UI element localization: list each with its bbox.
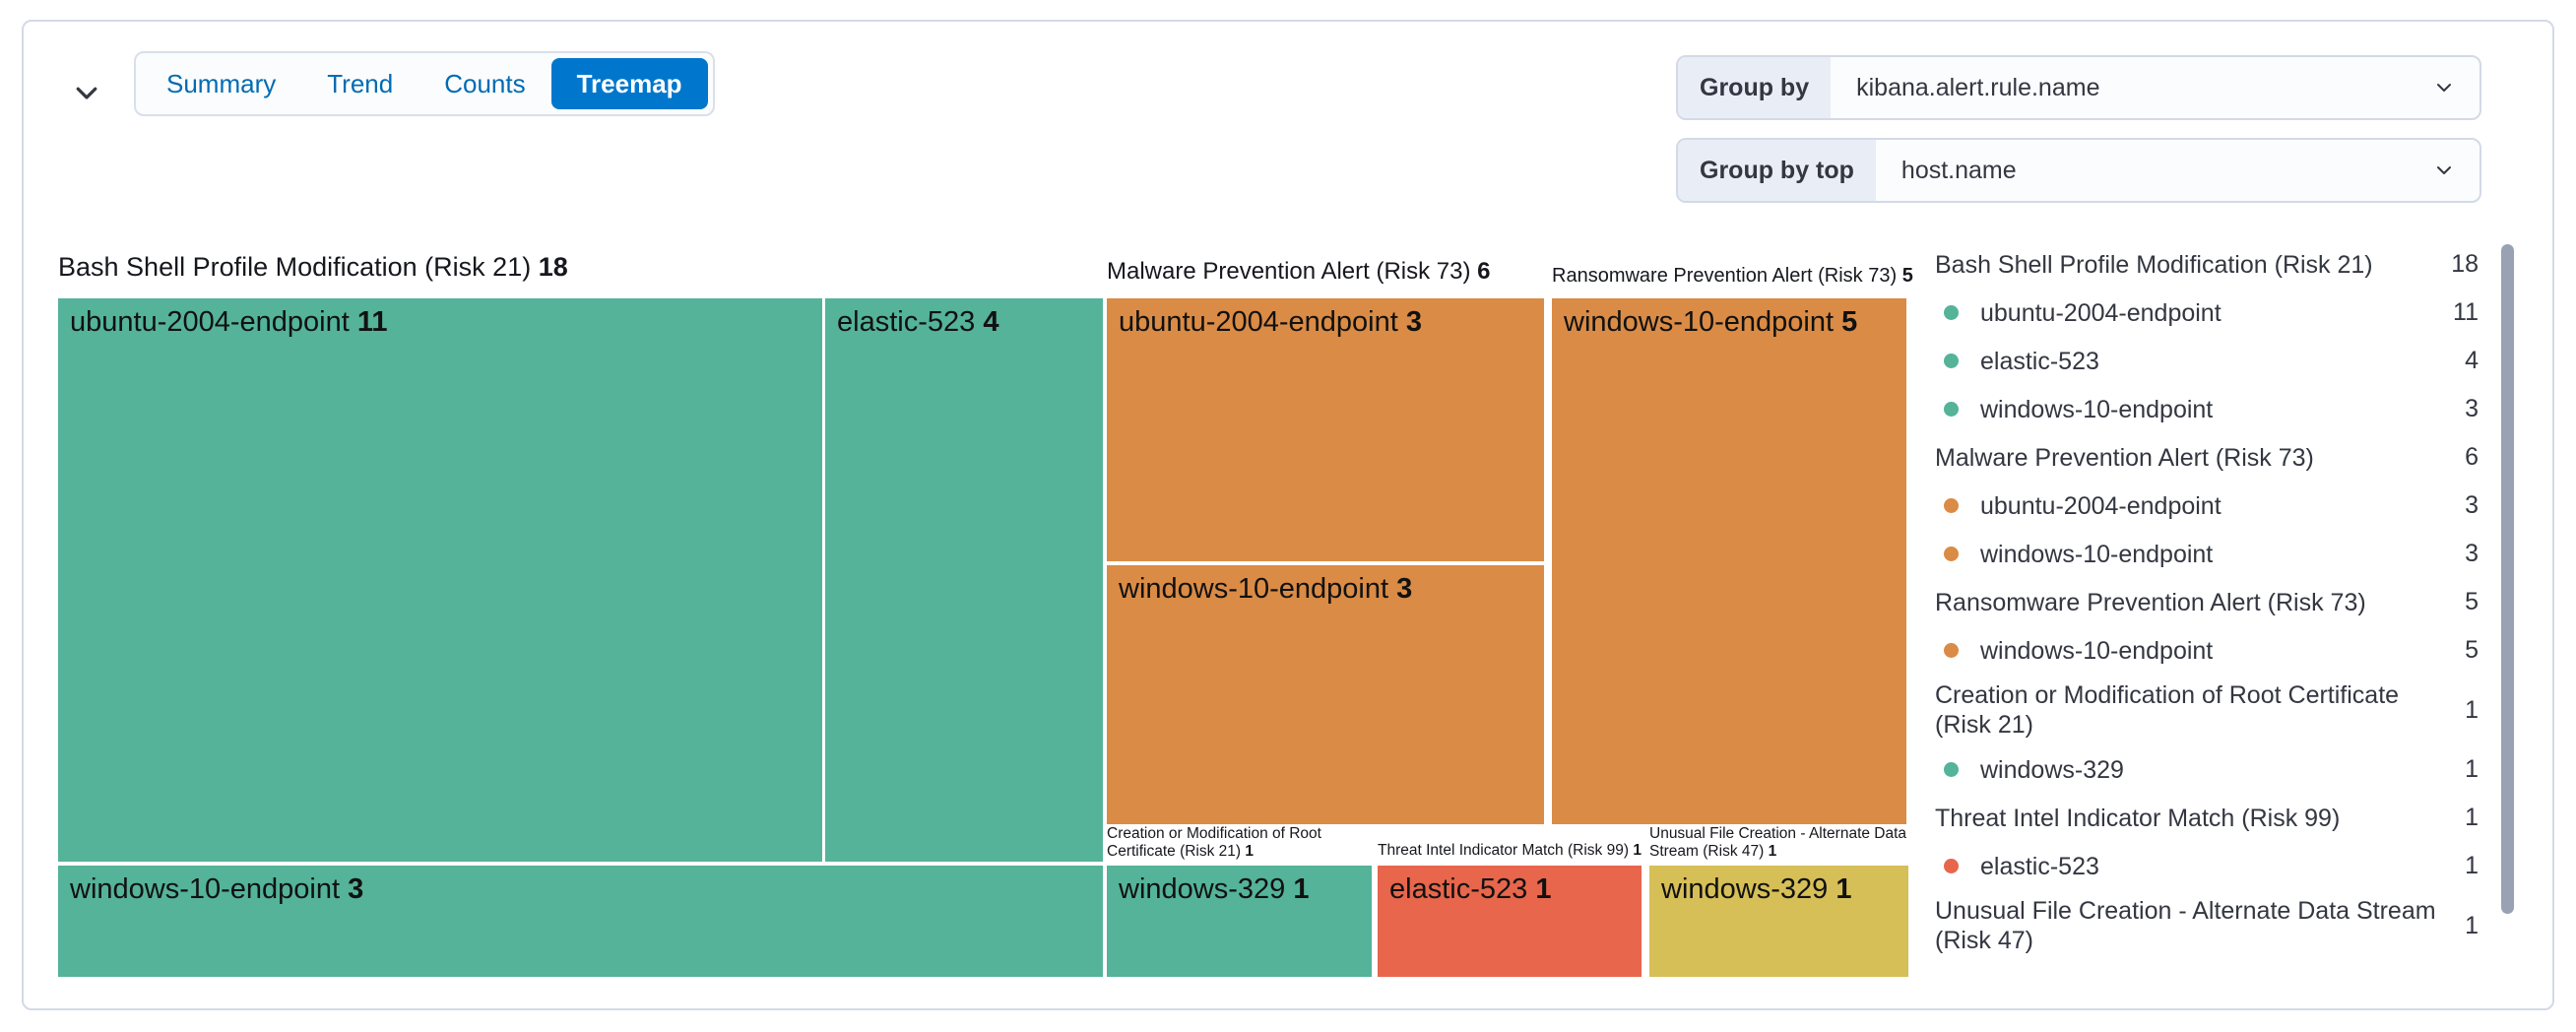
legend-label: ubuntu-2004-endpoint xyxy=(1980,298,2222,327)
treemap-group-title: Threat Intel Indicator Match (Risk 99) 1 xyxy=(1378,842,1642,859)
legend-color-dot xyxy=(1944,402,1959,417)
group-by-select[interactable]: Group by kibana.alert.rule.name xyxy=(1676,55,2481,120)
legend-count: 4 xyxy=(2465,347,2479,374)
legend-row[interactable]: windows-10-endpoint 3 xyxy=(1935,530,2479,578)
legend-color-dot xyxy=(1944,354,1959,368)
legend-label: Threat Intel Indicator Match (Risk 99) xyxy=(1935,804,2341,832)
legend-count: 1 xyxy=(2465,804,2479,831)
legend-label: windows-10-endpoint xyxy=(1980,395,2214,423)
legend-row[interactable]: Malware Prevention Alert (Risk 73) 6 xyxy=(1935,433,2479,482)
legend-row[interactable]: Unusual File Creation - Alternate Data S… xyxy=(1935,890,2479,961)
legend-label: windows-10-endpoint xyxy=(1980,636,2214,665)
legend-label: Creation or Modification of Root Certifi… xyxy=(1935,681,2400,739)
legend-color-dot xyxy=(1944,859,1959,873)
legend-row[interactable]: ubuntu-2004-endpoint 11 xyxy=(1935,289,2479,337)
legend-count: 5 xyxy=(2465,588,2479,615)
legend-color-dot xyxy=(1944,762,1959,777)
legend-count: 1 xyxy=(2465,852,2479,879)
legend-count: 1 xyxy=(2465,911,2479,939)
treemap-group-title: Ransomware Prevention Alert (Risk 73) 5 xyxy=(1552,265,1913,287)
legend-row[interactable]: ubuntu-2004-endpoint 3 xyxy=(1935,482,2479,530)
legend-row[interactable]: Bash Shell Profile Modification (Risk 21… xyxy=(1935,240,2479,289)
legend-label: Ransomware Prevention Alert (Risk 73) xyxy=(1935,588,2366,616)
treemap-group-title: Unusual File Creation - Alternate Data S… xyxy=(1649,825,1907,861)
view-selector-tabgroup: Summary Trend Counts Treemap xyxy=(134,51,715,116)
chevron-down-icon xyxy=(2409,57,2479,118)
treemap-tile[interactable]: windows-329 1 xyxy=(1107,866,1372,977)
treemap-tile[interactable]: windows-10-endpoint 3 xyxy=(1107,565,1544,824)
treemap-tile[interactable]: windows-10-endpoint 3 xyxy=(58,866,1103,977)
legend-row[interactable]: windows-10-endpoint 5 xyxy=(1935,626,2479,675)
legend-color-dot xyxy=(1944,305,1959,320)
legend-row[interactable]: elastic-523 4 xyxy=(1935,337,2479,385)
legend-count: 5 xyxy=(2465,636,2479,664)
legend-count: 3 xyxy=(2465,491,2479,519)
legend-label: Malware Prevention Alert (Risk 73) xyxy=(1935,443,2314,472)
legend-count: 18 xyxy=(2451,250,2479,278)
group-by-top-select[interactable]: Group by top host.name xyxy=(1676,138,2481,203)
tab-trend[interactable]: Trend xyxy=(327,68,394,98)
legend-label: ubuntu-2004-endpoint xyxy=(1980,491,2222,520)
legend-row[interactable]: Threat Intel Indicator Match (Risk 99) 1 xyxy=(1935,794,2479,842)
legend-row[interactable]: windows-329 1 xyxy=(1935,745,2479,794)
legend-label: elastic-523 xyxy=(1980,347,2099,375)
legend-count: 1 xyxy=(2465,755,2479,783)
treemap-tile[interactable]: ubuntu-2004-endpoint 3 xyxy=(1107,298,1544,561)
legend-color-dot xyxy=(1944,498,1959,513)
legend-row[interactable]: Ransomware Prevention Alert (Risk 73) 5 xyxy=(1935,578,2479,626)
legend-scrollbar-thumb[interactable] xyxy=(2501,244,2514,914)
legend-label: windows-329 xyxy=(1980,755,2124,784)
legend-row[interactable]: Creation or Modification of Root Certifi… xyxy=(1935,675,2479,745)
alerts-panel: Summary Trend Counts Treemap Group by ki… xyxy=(22,20,2554,1010)
legend-count: 3 xyxy=(2465,540,2479,567)
treemap-group-title: Creation or Modification of Root Certifi… xyxy=(1107,825,1321,861)
tab-counts[interactable]: Counts xyxy=(444,68,526,98)
legend-count: 6 xyxy=(2465,443,2479,471)
chevron-down-icon xyxy=(2409,140,2479,201)
legend-count: 3 xyxy=(2465,395,2479,422)
treemap-tile[interactable]: windows-10-endpoint 5 xyxy=(1552,298,1906,824)
legend-color-dot xyxy=(1944,643,1959,658)
treemap-tile[interactable]: windows-329 1 xyxy=(1649,866,1908,977)
legend-label: Unusual File Creation - Alternate Data S… xyxy=(1935,897,2436,954)
group-by-top-value: host.name xyxy=(1875,140,2409,201)
legend-label: Bash Shell Profile Modification (Risk 21… xyxy=(1935,250,2373,279)
tab-summary[interactable]: Summary xyxy=(166,68,277,98)
legend-color-dot xyxy=(1944,547,1959,561)
collapse-panel-button[interactable] xyxy=(61,67,112,118)
group-by-label: Group by xyxy=(1678,57,1832,118)
legend-row[interactable]: elastic-523 1 xyxy=(1935,842,2479,890)
tab-treemap[interactable]: Treemap xyxy=(550,58,708,109)
legend-label: elastic-523 xyxy=(1980,852,2099,880)
group-by-top-label: Group by top xyxy=(1678,140,1876,201)
group-by-value: kibana.alert.rule.name xyxy=(1831,57,2409,118)
treemap-group-title: Malware Prevention Alert (Risk 73) 6 xyxy=(1107,258,1491,285)
treemap-tile[interactable]: ubuntu-2004-endpoint 11 xyxy=(58,298,822,862)
legend-count: 11 xyxy=(2453,298,2479,326)
treemap-tile[interactable]: elastic-523 1 xyxy=(1378,866,1642,977)
legend-row[interactable]: windows-10-endpoint 3 xyxy=(1935,385,2479,433)
treemap-legend: Bash Shell Profile Modification (Risk 21… xyxy=(1935,240,2479,961)
treemap-tile[interactable]: elastic-523 4 xyxy=(825,298,1103,862)
legend-label: windows-10-endpoint xyxy=(1980,540,2214,568)
treemap-group-title: Bash Shell Profile Modification (Risk 21… xyxy=(58,252,568,282)
chevron-down-icon xyxy=(76,87,97,99)
legend-count: 1 xyxy=(2465,695,2479,724)
